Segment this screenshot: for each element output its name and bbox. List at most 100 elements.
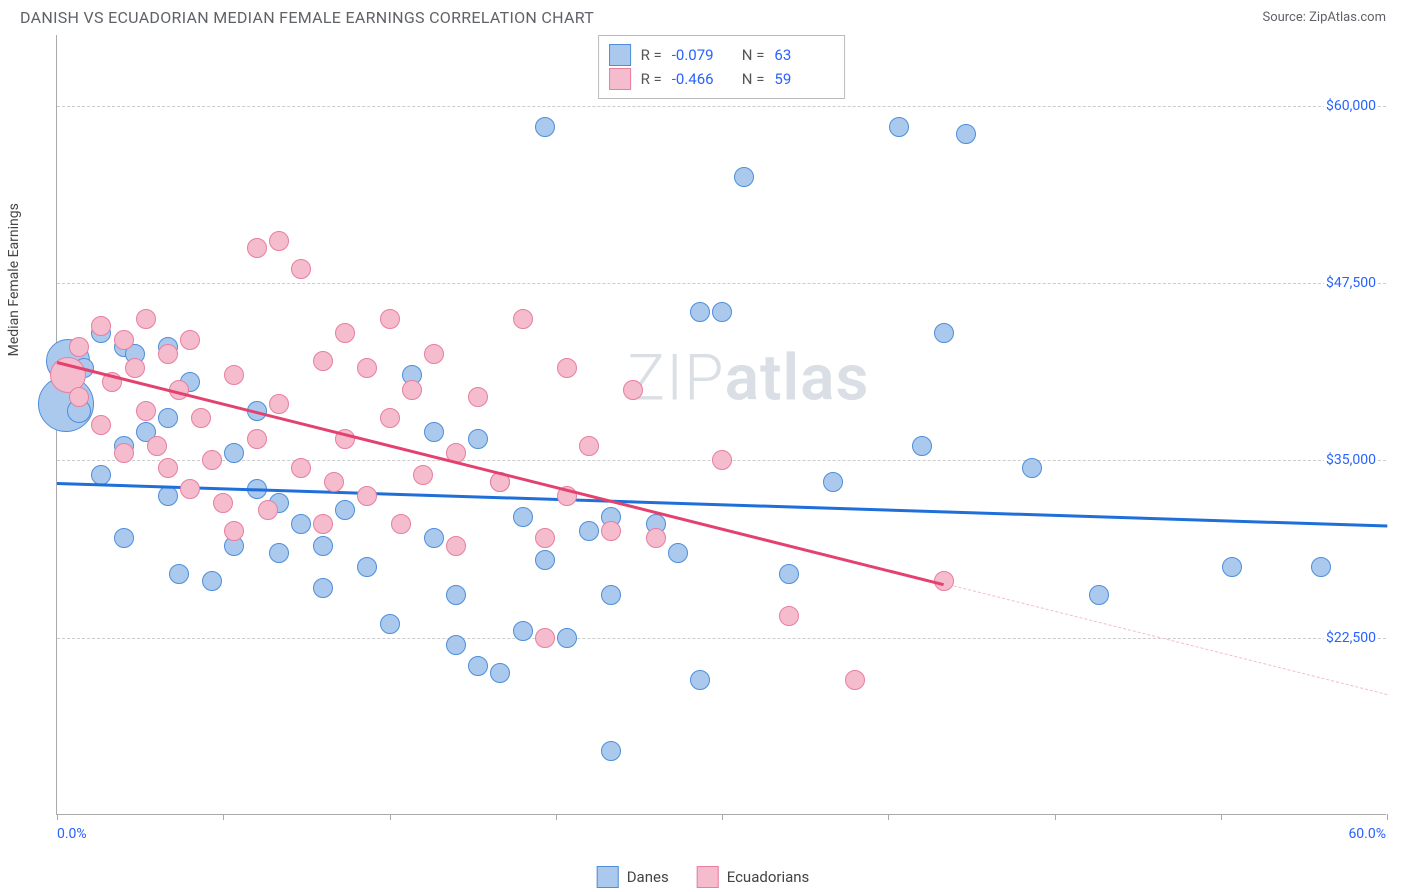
watermark-bold: atlas bbox=[725, 340, 870, 415]
data-point-danes bbox=[91, 465, 111, 485]
data-point-ecuadorians bbox=[291, 458, 311, 478]
legend-swatch-ecuadorians bbox=[697, 866, 719, 888]
data-point-danes bbox=[380, 614, 400, 634]
data-point-ecuadorians bbox=[202, 450, 222, 470]
n-label: N = bbox=[742, 70, 765, 88]
chart: Median Female Earnings ZIPatlas R =-0.07… bbox=[20, 35, 1386, 815]
x-tick bbox=[390, 814, 391, 820]
data-point-ecuadorians bbox=[180, 330, 200, 350]
data-point-ecuadorians bbox=[213, 493, 233, 513]
data-point-danes bbox=[889, 117, 909, 137]
data-point-danes bbox=[202, 571, 222, 591]
n-value-danes: 63 bbox=[774, 46, 834, 64]
data-point-ecuadorians bbox=[557, 358, 577, 378]
data-point-ecuadorians bbox=[335, 323, 355, 343]
data-point-ecuadorians bbox=[446, 536, 466, 556]
n-label: N = bbox=[742, 46, 765, 64]
data-point-ecuadorians bbox=[69, 337, 89, 357]
data-point-danes bbox=[513, 621, 533, 641]
data-point-ecuadorians bbox=[402, 380, 422, 400]
data-point-danes bbox=[601, 585, 621, 605]
trend-line-danes bbox=[57, 482, 1387, 528]
data-point-ecuadorians bbox=[114, 443, 134, 463]
data-point-ecuadorians bbox=[91, 316, 111, 336]
data-point-ecuadorians bbox=[535, 628, 555, 648]
data-point-ecuadorians bbox=[180, 479, 200, 499]
data-point-danes bbox=[513, 507, 533, 527]
y-axis-label: Median Female Earnings bbox=[6, 203, 22, 356]
swatch-ecuadorians bbox=[609, 68, 631, 90]
data-point-danes bbox=[601, 741, 621, 761]
legend-label-ecuadorians: Ecuadorians bbox=[727, 868, 810, 886]
data-point-danes bbox=[158, 408, 178, 428]
data-point-danes bbox=[557, 628, 577, 648]
data-point-danes bbox=[114, 528, 134, 548]
data-point-danes bbox=[424, 528, 444, 548]
swatch-danes bbox=[609, 44, 631, 66]
data-point-danes bbox=[468, 656, 488, 676]
r-value-ecuadorians: -0.466 bbox=[672, 70, 732, 88]
data-point-ecuadorians bbox=[91, 415, 111, 435]
data-point-ecuadorians bbox=[191, 408, 211, 428]
data-point-ecuadorians bbox=[646, 528, 666, 548]
data-point-danes bbox=[668, 543, 688, 563]
r-value-danes: -0.079 bbox=[672, 46, 732, 64]
legend: Danes Ecuadorians bbox=[597, 866, 810, 888]
data-point-ecuadorians bbox=[136, 309, 156, 329]
data-point-ecuadorians bbox=[357, 358, 377, 378]
data-point-ecuadorians bbox=[601, 521, 621, 541]
data-point-ecuadorians bbox=[579, 436, 599, 456]
data-point-danes bbox=[956, 124, 976, 144]
data-point-danes bbox=[169, 564, 189, 584]
data-point-ecuadorians bbox=[623, 380, 643, 400]
data-point-ecuadorians bbox=[391, 514, 411, 534]
x-tick bbox=[888, 814, 889, 820]
data-point-ecuadorians bbox=[380, 408, 400, 428]
watermark-light: ZIP bbox=[627, 340, 725, 415]
data-point-ecuadorians bbox=[224, 521, 244, 541]
gridline bbox=[57, 106, 1386, 107]
trend-line-ecuadorians bbox=[57, 361, 944, 586]
x-tick bbox=[722, 814, 723, 820]
data-point-danes bbox=[269, 543, 289, 563]
data-point-danes bbox=[490, 663, 510, 683]
x-max-label: 60.0% bbox=[1348, 826, 1386, 842]
data-point-ecuadorians bbox=[513, 309, 533, 329]
data-point-ecuadorians bbox=[269, 231, 289, 251]
data-point-danes bbox=[158, 486, 178, 506]
data-point-danes bbox=[1311, 557, 1331, 577]
data-point-ecuadorians bbox=[324, 472, 344, 492]
data-point-ecuadorians bbox=[357, 486, 377, 506]
gridline bbox=[57, 283, 1386, 284]
data-point-danes bbox=[313, 536, 333, 556]
data-point-ecuadorians bbox=[535, 528, 555, 548]
x-tick bbox=[1055, 814, 1056, 820]
data-point-danes bbox=[690, 670, 710, 690]
stats-row-ecuadorians: R =-0.466N =59 bbox=[609, 68, 835, 90]
data-point-ecuadorians bbox=[712, 450, 732, 470]
plot-area: ZIPatlas R =-0.079N =63R =-0.466N =59 $2… bbox=[56, 35, 1386, 815]
y-tick-label: $22,500 bbox=[1324, 630, 1378, 646]
stats-box: R =-0.079N =63R =-0.466N =59 bbox=[598, 35, 846, 99]
data-point-ecuadorians bbox=[413, 465, 433, 485]
chart-title: DANISH VS ECUADORIAN MEDIAN FEMALE EARNI… bbox=[20, 8, 594, 27]
data-point-ecuadorians bbox=[313, 351, 333, 371]
legend-swatch-danes bbox=[597, 866, 619, 888]
data-point-danes bbox=[424, 422, 444, 442]
y-tick-label: $35,000 bbox=[1324, 452, 1378, 468]
data-point-ecuadorians bbox=[258, 500, 278, 520]
y-tick-label: $60,000 bbox=[1324, 98, 1378, 114]
data-point-ecuadorians bbox=[224, 365, 244, 385]
legend-item-danes: Danes bbox=[597, 866, 669, 888]
data-point-ecuadorians bbox=[69, 387, 89, 407]
data-point-ecuadorians bbox=[158, 344, 178, 364]
data-point-ecuadorians bbox=[147, 436, 167, 456]
data-point-danes bbox=[335, 500, 355, 520]
x-tick bbox=[1387, 814, 1388, 820]
data-point-ecuadorians bbox=[125, 358, 145, 378]
data-point-ecuadorians bbox=[468, 387, 488, 407]
data-point-danes bbox=[446, 635, 466, 655]
data-point-danes bbox=[535, 117, 555, 137]
r-label: R = bbox=[641, 46, 662, 64]
x-tick bbox=[223, 814, 224, 820]
